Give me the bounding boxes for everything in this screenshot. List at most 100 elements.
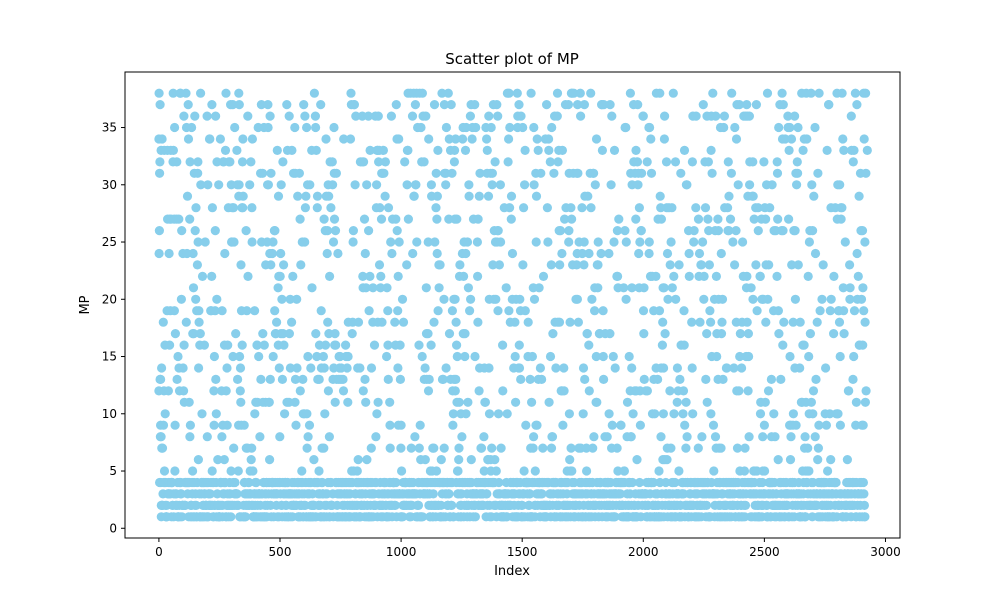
data-point: [307, 283, 317, 293]
data-point: [300, 203, 310, 213]
data-point: [573, 317, 584, 327]
data-point: [806, 397, 817, 407]
data-point: [737, 363, 747, 373]
data-point: [620, 226, 630, 236]
data-point: [829, 271, 839, 281]
data-point: [767, 180, 777, 190]
data-point: [514, 340, 524, 350]
data-point: [638, 111, 648, 121]
data-point: [408, 248, 418, 259]
data-point: [170, 122, 180, 133]
data-point: [845, 294, 855, 304]
data-point: [270, 226, 280, 236]
data-point: [434, 283, 444, 293]
data-point: [258, 329, 268, 339]
data-point: [752, 306, 762, 316]
data-point: [605, 329, 615, 339]
data-point: [228, 100, 238, 110]
data-point: [773, 306, 784, 316]
data-point: [784, 214, 794, 224]
data-point: [490, 157, 500, 167]
data-point: [437, 88, 447, 98]
data-point: [450, 386, 460, 396]
data-point: [813, 455, 823, 465]
data-point: [361, 397, 371, 407]
data-point: [290, 397, 300, 407]
data-point: [203, 180, 213, 190]
data-point: [840, 237, 850, 247]
data-point: [712, 351, 722, 362]
data-point: [753, 226, 763, 236]
data-point: [682, 180, 692, 190]
x-tick-label: 0: [155, 545, 163, 559]
data-point: [309, 88, 319, 98]
data-point: [238, 191, 248, 201]
data-point: [247, 203, 257, 213]
data-point: [853, 271, 863, 281]
data-point: [176, 294, 186, 304]
x-axis-ticks: 0 500 1000 1500 2000 2500 3000: [155, 538, 901, 559]
data-point: [558, 420, 568, 430]
data-point: [449, 157, 459, 167]
data-point: [760, 397, 770, 407]
data-point: [635, 420, 646, 430]
data-point: [235, 351, 245, 362]
data-point: [538, 271, 549, 281]
data-points: [154, 88, 872, 522]
data-point: [380, 157, 390, 167]
data-point: [284, 111, 294, 121]
data-point: [429, 100, 440, 110]
data-point: [553, 157, 563, 167]
data-point: [786, 134, 797, 144]
data-point: [346, 88, 356, 98]
data-point: [564, 237, 574, 247]
data-point: [598, 351, 608, 362]
data-point: [719, 122, 729, 133]
data-point: [397, 294, 408, 304]
data-point: [619, 283, 629, 293]
data-point: [520, 145, 530, 155]
data-point: [809, 191, 819, 201]
data-point: [179, 386, 189, 396]
data-point: [525, 374, 535, 384]
data-point: [718, 374, 728, 384]
data-point: [622, 397, 633, 407]
data-point: [582, 329, 592, 339]
data-point: [554, 317, 565, 327]
data-point: [678, 409, 688, 419]
data-point: [345, 134, 356, 144]
data-point: [835, 180, 845, 190]
data-point: [168, 88, 178, 98]
data-point: [593, 237, 603, 247]
data-point: [695, 317, 705, 327]
data-point: [185, 420, 195, 430]
data-point: [772, 168, 783, 178]
data-point: [569, 88, 579, 98]
data-point: [504, 306, 514, 316]
data-point: [493, 409, 504, 419]
data-point: [328, 180, 338, 190]
data-point: [507, 248, 518, 259]
data-point: [759, 420, 770, 430]
data-point: [501, 283, 511, 293]
data-point: [748, 191, 758, 201]
data-point: [178, 363, 188, 373]
data-point: [433, 145, 443, 155]
data-point: [217, 306, 227, 316]
data-point: [263, 100, 273, 110]
data-point: [490, 455, 500, 465]
data-point: [536, 168, 546, 178]
data-point: [860, 237, 870, 247]
data-point: [394, 237, 404, 247]
data-point: [306, 363, 316, 373]
data-point: [791, 420, 801, 430]
data-point: [631, 145, 641, 155]
data-point: [483, 191, 494, 201]
data-point: [552, 111, 562, 121]
data-point: [696, 260, 707, 270]
data-point: [510, 397, 521, 407]
data-point: [572, 260, 582, 270]
data-point: [362, 455, 372, 465]
data-point: [773, 214, 783, 224]
data-point: [751, 100, 762, 110]
